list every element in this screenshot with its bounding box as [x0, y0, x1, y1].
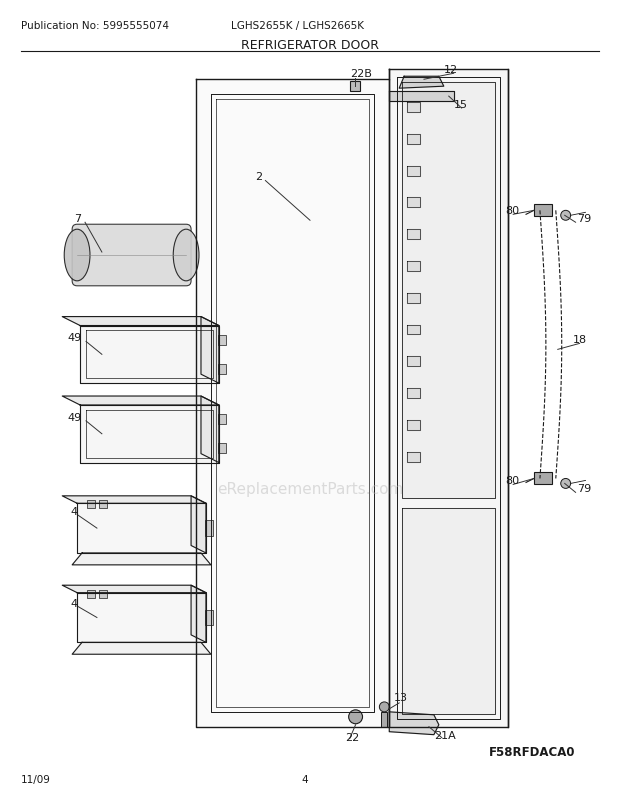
Bar: [534, 473, 552, 485]
Text: 15: 15: [454, 100, 467, 110]
Polygon shape: [407, 325, 420, 335]
Bar: [87, 500, 95, 508]
Text: 21A: 21A: [434, 730, 456, 739]
Text: F58RFDACA0: F58RFDACA0: [489, 745, 575, 758]
Bar: [218, 444, 226, 454]
Text: 12: 12: [444, 65, 458, 75]
Text: 4: 4: [302, 775, 308, 784]
Polygon shape: [62, 396, 219, 406]
Text: 80: 80: [505, 206, 520, 216]
Text: LGHS2655K / LGHS2665K: LGHS2655K / LGHS2665K: [231, 21, 364, 30]
Circle shape: [560, 211, 570, 221]
Circle shape: [379, 702, 389, 712]
Ellipse shape: [64, 230, 90, 282]
Polygon shape: [72, 642, 211, 654]
Polygon shape: [62, 496, 206, 504]
Text: 2: 2: [255, 172, 263, 181]
Bar: [381, 712, 388, 727]
Text: 80: 80: [505, 476, 520, 486]
Text: 7: 7: [74, 214, 81, 224]
Circle shape: [560, 479, 570, 488]
Polygon shape: [77, 504, 206, 553]
Polygon shape: [62, 585, 206, 593]
Ellipse shape: [173, 230, 199, 282]
Polygon shape: [407, 452, 420, 462]
Polygon shape: [402, 83, 495, 499]
Polygon shape: [407, 135, 420, 144]
Bar: [87, 590, 95, 597]
Text: 13: 13: [394, 692, 408, 702]
Text: 4: 4: [70, 507, 78, 516]
Bar: [218, 415, 226, 425]
Text: REFRIGERATOR DOOR: REFRIGERATOR DOOR: [241, 38, 379, 51]
Polygon shape: [191, 496, 206, 553]
Bar: [205, 610, 213, 626]
Bar: [218, 335, 226, 346]
Text: 18: 18: [573, 335, 587, 345]
Text: 49: 49: [67, 412, 81, 423]
Bar: [350, 82, 360, 92]
Polygon shape: [399, 77, 444, 89]
Polygon shape: [389, 712, 439, 735]
Polygon shape: [407, 198, 420, 208]
Polygon shape: [402, 508, 495, 714]
Polygon shape: [407, 357, 420, 367]
Polygon shape: [77, 593, 206, 642]
Bar: [99, 500, 107, 508]
Polygon shape: [80, 406, 219, 463]
Polygon shape: [389, 92, 454, 102]
Polygon shape: [62, 317, 219, 326]
Polygon shape: [389, 71, 508, 727]
Text: 11/09: 11/09: [20, 775, 50, 784]
Text: 49: 49: [67, 333, 81, 343]
Polygon shape: [407, 230, 420, 240]
Polygon shape: [201, 396, 219, 463]
Polygon shape: [201, 317, 219, 383]
Bar: [205, 520, 213, 537]
Text: 79: 79: [578, 484, 592, 494]
Polygon shape: [72, 553, 211, 565]
Text: 22: 22: [345, 731, 359, 742]
Polygon shape: [191, 585, 206, 642]
Bar: [534, 205, 552, 217]
Polygon shape: [407, 103, 420, 113]
Polygon shape: [196, 80, 389, 727]
Polygon shape: [80, 326, 219, 383]
Polygon shape: [407, 261, 420, 272]
FancyBboxPatch shape: [72, 225, 191, 286]
Text: eReplacementParts.com: eReplacementParts.com: [217, 481, 403, 496]
Text: Publication No: 5995555074: Publication No: 5995555074: [20, 21, 169, 30]
Polygon shape: [407, 420, 420, 430]
Polygon shape: [407, 389, 420, 399]
Bar: [218, 364, 226, 375]
Polygon shape: [407, 167, 420, 176]
Text: 79: 79: [578, 214, 592, 224]
Bar: [99, 590, 107, 597]
Circle shape: [348, 710, 363, 724]
Text: 22B: 22B: [350, 69, 371, 79]
Polygon shape: [407, 294, 420, 303]
Text: 4: 4: [70, 597, 78, 608]
